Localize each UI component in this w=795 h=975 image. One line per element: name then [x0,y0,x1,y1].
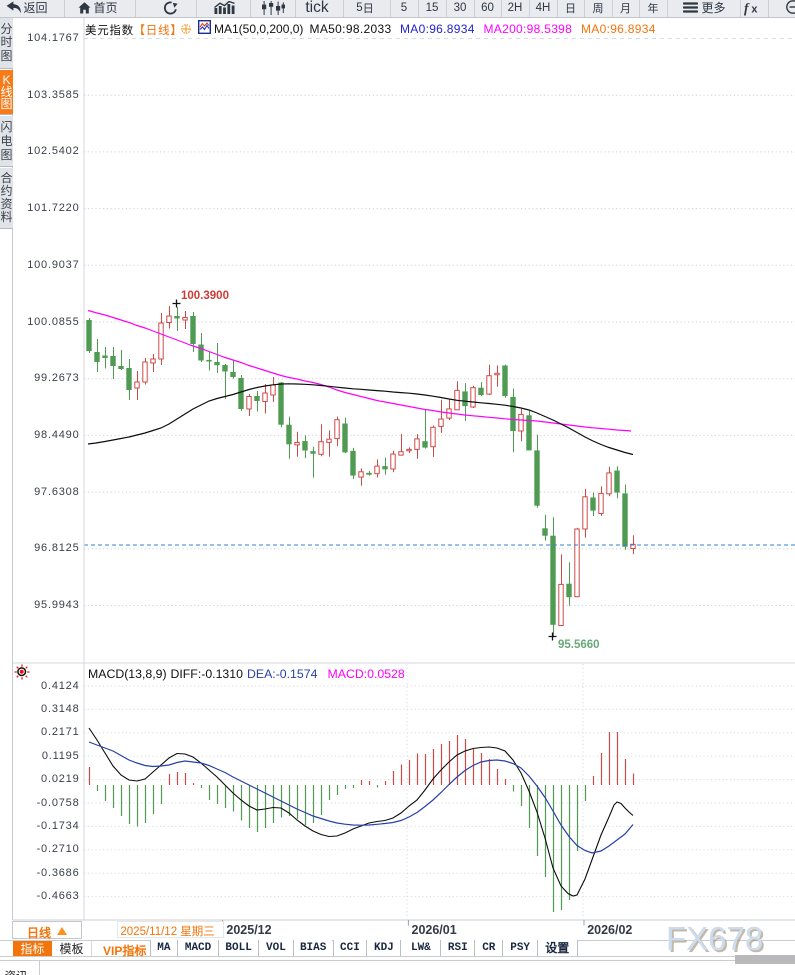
svg-text:x: x [751,3,757,15]
svg-text:f: f [744,0,750,15]
